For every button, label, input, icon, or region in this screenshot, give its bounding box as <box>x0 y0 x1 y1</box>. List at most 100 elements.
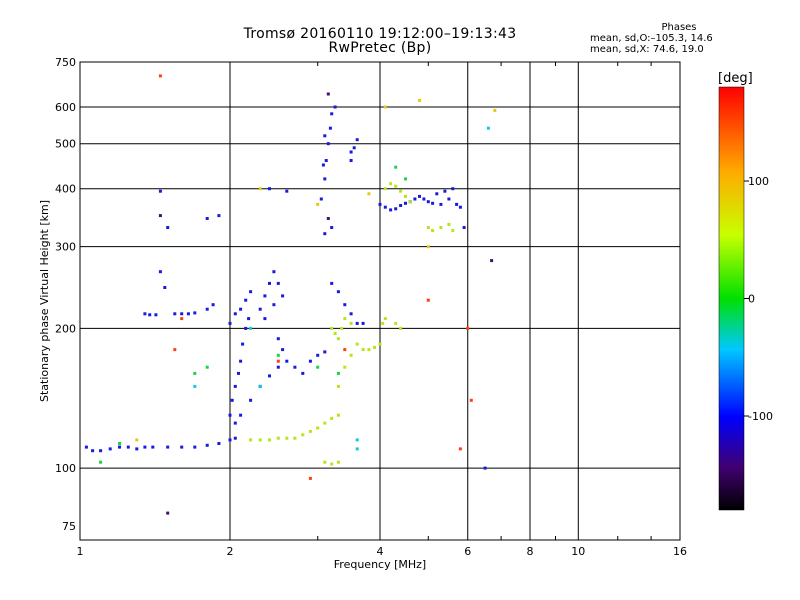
echo-point <box>343 365 347 369</box>
echo-point <box>330 416 334 420</box>
echo-point <box>239 413 243 417</box>
echo-point <box>343 303 347 307</box>
echo-point <box>439 226 443 229</box>
echo-point <box>205 365 209 369</box>
echo-point <box>447 197 451 201</box>
echo-point <box>490 259 494 263</box>
echo-point <box>228 413 232 417</box>
echo-point <box>326 142 330 146</box>
echo-point <box>486 126 490 130</box>
echo-point <box>308 359 312 363</box>
echo-point <box>413 197 417 201</box>
echo-point <box>431 201 435 205</box>
echo-point <box>399 204 403 207</box>
echo-point <box>143 445 147 449</box>
echo-point <box>389 208 393 212</box>
echo-point <box>268 187 271 191</box>
echo-point <box>343 348 347 352</box>
echo-point <box>383 187 387 191</box>
y-tick-label: 300 <box>55 241 76 254</box>
x-axis-label: Frequency [MHz] <box>334 558 426 571</box>
echo-point <box>451 187 455 191</box>
echo-point <box>343 317 347 321</box>
echo-point <box>217 442 221 445</box>
echo-point <box>349 353 353 357</box>
echo-point <box>154 313 158 317</box>
echo-point <box>435 192 439 196</box>
echo-point <box>173 312 177 316</box>
echo-point <box>281 294 285 298</box>
echo-point <box>439 202 443 206</box>
phase-stats-title: Phases <box>661 22 697 33</box>
echo-point <box>483 466 487 470</box>
echo-point <box>355 138 359 142</box>
echo-point <box>249 326 253 330</box>
echo-point <box>326 217 330 220</box>
echo-point <box>241 342 245 346</box>
echo-point <box>258 384 262 388</box>
echo-point <box>308 429 312 433</box>
y-tick-label: 750 <box>55 56 76 69</box>
echo-point <box>158 270 162 274</box>
echo-point <box>118 442 121 445</box>
echo-point <box>422 197 426 201</box>
echo-point <box>349 321 353 325</box>
echo-point <box>493 108 497 112</box>
grid-lines <box>80 62 680 540</box>
echo-point <box>383 317 387 321</box>
echo-point <box>404 194 407 198</box>
echo-point <box>336 384 340 388</box>
echo-point <box>211 303 215 307</box>
echo-point <box>301 433 305 437</box>
echo-point <box>426 226 430 229</box>
echo-point <box>330 326 334 330</box>
echo-point <box>316 353 320 357</box>
echo-point <box>272 270 276 274</box>
echo-point <box>399 189 403 193</box>
echo-point <box>323 460 327 464</box>
x-tick-label: 10 <box>571 545 585 558</box>
echo-point <box>285 436 289 440</box>
y-tick-label: 500 <box>55 138 76 151</box>
echo-point <box>276 337 280 341</box>
echo-point <box>361 348 365 352</box>
echo-point <box>272 303 276 307</box>
echo-point <box>166 511 170 515</box>
echo-point <box>399 326 403 330</box>
echo-point <box>466 326 470 330</box>
echo-point <box>323 177 327 181</box>
echo-point <box>451 229 455 232</box>
echo-point <box>233 312 237 316</box>
echo-point <box>323 421 327 425</box>
echo-point <box>326 92 330 96</box>
echo-point <box>293 436 297 440</box>
echo-point <box>118 445 121 449</box>
x-tick-label: 4 <box>377 545 384 558</box>
echo-point <box>249 398 253 402</box>
echo-point <box>249 438 253 442</box>
echo-point <box>383 205 387 209</box>
echo-point <box>263 317 267 321</box>
echo-point <box>285 359 289 363</box>
echo-point <box>355 342 359 346</box>
echo-point <box>321 163 325 167</box>
echo-point <box>293 365 297 369</box>
echo-point <box>233 421 237 425</box>
echo-point <box>217 214 221 218</box>
echo-point <box>143 312 147 316</box>
echo-point <box>233 436 237 440</box>
echo-point <box>186 312 190 316</box>
echo-point <box>404 201 407 205</box>
echo-point <box>244 326 248 330</box>
echo-point <box>458 447 462 451</box>
echo-point <box>135 447 139 451</box>
echo-point <box>268 438 271 442</box>
echo-point <box>426 245 430 249</box>
echo-point <box>258 307 262 311</box>
echo-point <box>394 184 398 188</box>
echo-point <box>180 445 184 449</box>
echo-point <box>323 134 327 138</box>
echo-point <box>330 112 334 116</box>
echo-point <box>426 298 430 302</box>
